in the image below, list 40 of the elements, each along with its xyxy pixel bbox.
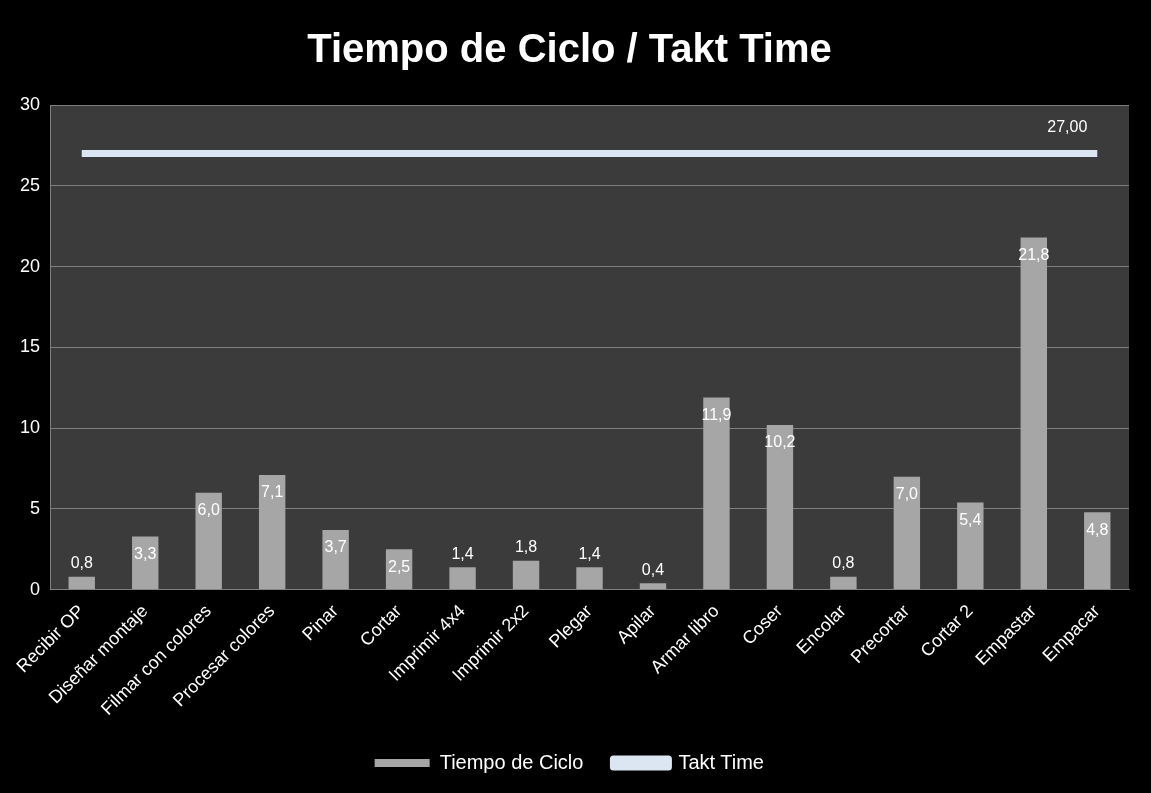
bar bbox=[195, 492, 222, 590]
chart-title: Tiempo de Ciclo / Takt Time bbox=[307, 26, 832, 71]
bar bbox=[957, 502, 984, 590]
data-label: 4,8 bbox=[1086, 520, 1109, 538]
data-label: 0,8 bbox=[70, 554, 93, 572]
y-tick-label: 10 bbox=[19, 417, 41, 438]
bar bbox=[258, 475, 286, 590]
data-label: 2,5 bbox=[387, 557, 411, 575]
y-tick-label: 25 bbox=[19, 174, 41, 195]
data-label: 0,8 bbox=[832, 554, 855, 572]
legend-label: Takt Time bbox=[678, 750, 764, 773]
data-label: 5,4 bbox=[959, 510, 982, 528]
y-tick-label: 5 bbox=[30, 497, 41, 518]
bar bbox=[1084, 512, 1111, 590]
y-tick-label: 15 bbox=[19, 336, 41, 357]
data-label: 7,0 bbox=[895, 485, 919, 503]
bar bbox=[512, 560, 540, 590]
data-label: 6,0 bbox=[197, 501, 220, 519]
data-label: 0,4 bbox=[641, 560, 665, 578]
data-label: 3,3 bbox=[134, 544, 157, 562]
bar bbox=[703, 397, 730, 590]
y-tick-label: 0 bbox=[30, 578, 41, 599]
bar bbox=[830, 576, 857, 590]
bar bbox=[639, 583, 667, 590]
bar bbox=[576, 567, 603, 590]
data-label: 1,4 bbox=[578, 544, 601, 562]
y-tick-label: 30 bbox=[19, 93, 41, 114]
bar bbox=[68, 576, 95, 590]
data-label: 1,8 bbox=[514, 538, 538, 556]
data-label: 3,7 bbox=[324, 538, 347, 556]
data-label: 7,1 bbox=[261, 483, 284, 501]
data-label: 1,4 bbox=[451, 544, 474, 562]
bar bbox=[893, 476, 921, 590]
data-label: 27,00 bbox=[1047, 117, 1088, 135]
bar bbox=[322, 529, 349, 590]
bar bbox=[1020, 237, 1047, 590]
legend-label: Tiempo de Ciclo bbox=[439, 750, 584, 773]
y-tick-label: 20 bbox=[19, 255, 41, 276]
bar bbox=[449, 567, 476, 590]
bar bbox=[766, 424, 794, 590]
